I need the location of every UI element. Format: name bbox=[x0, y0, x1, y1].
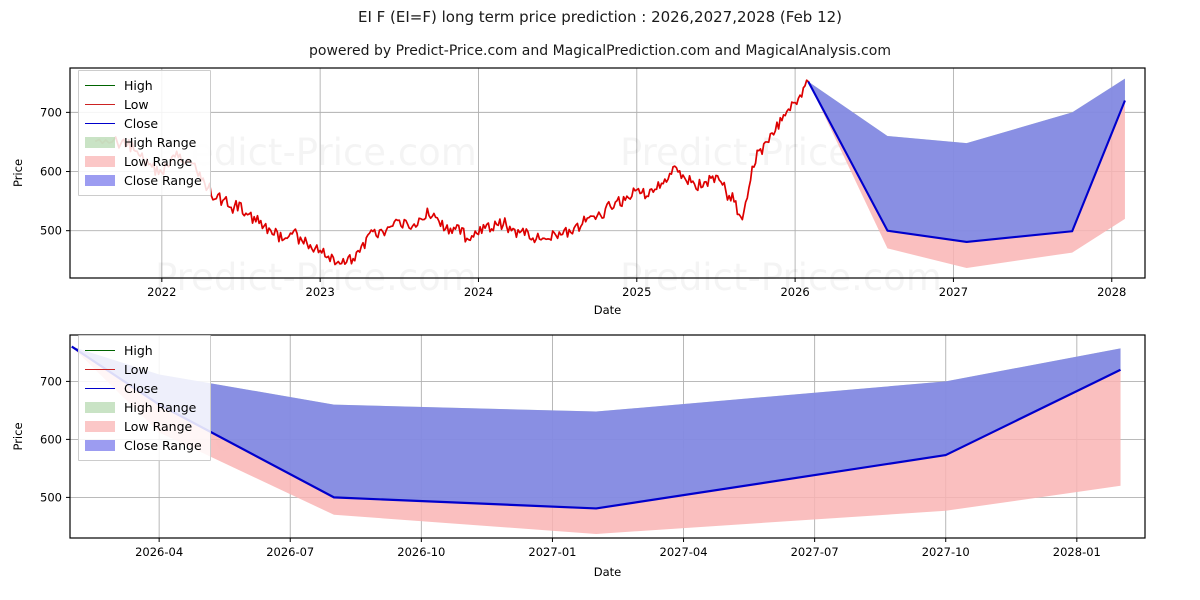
top-ytick-label-700: 700 bbox=[40, 105, 62, 119]
bottom-xtick-label-2027-07: 2027-07 bbox=[791, 545, 839, 559]
top-xtick-label-2028: 2028 bbox=[1097, 285, 1126, 299]
bottom-xtick-label-2028-01: 2028-01 bbox=[1053, 545, 1101, 559]
top-legend-swatch-3 bbox=[85, 136, 115, 149]
top-xtick-label-2024: 2024 bbox=[464, 285, 493, 299]
top-legend-mark-4 bbox=[85, 156, 115, 167]
bottom-legend-swatch-4 bbox=[85, 420, 115, 433]
bottom-legend-label-1: Low bbox=[124, 362, 149, 377]
bottom-chart-legend: High Low Close High Range Low Range Close Ran… bbox=[78, 335, 211, 461]
top-plot-group: Predict-Price.comPredict-Price.comPredic… bbox=[11, 67, 1146, 317]
top-legend-swatch-0 bbox=[85, 79, 115, 92]
top-xtick-label-2025: 2025 bbox=[622, 285, 651, 299]
bottom-legend-mark-2 bbox=[85, 388, 115, 389]
bottom-legend-swatch-3 bbox=[85, 401, 115, 414]
bottom-legend-item-low-range[interactable]: Low Range bbox=[85, 417, 202, 436]
bottom-legend-swatch-0 bbox=[85, 344, 115, 357]
top-ytick-label-500: 500 bbox=[40, 224, 62, 238]
bottom-legend-item-low[interactable]: Low bbox=[85, 360, 202, 379]
top-legend-swatch-2 bbox=[85, 117, 115, 130]
top-xtick-label-2022: 2022 bbox=[147, 285, 176, 299]
top-legend-label-5: Close Range bbox=[124, 173, 202, 188]
top-close-forecast-line bbox=[807, 81, 1126, 243]
bottom-xtick-label-2027-04: 2027-04 bbox=[660, 545, 708, 559]
bottom-xtick-label-2026-10: 2026-10 bbox=[397, 545, 445, 559]
bottom-yaxis-label: Price bbox=[11, 422, 25, 450]
top-legend-item-close[interactable]: Close bbox=[85, 114, 202, 133]
bottom-legend-mark-5 bbox=[85, 440, 115, 451]
bottom-legend-label-0: High bbox=[124, 343, 153, 358]
page-subtitle: powered by Predict-Price.com and Magical… bbox=[309, 43, 891, 59]
top-xtick-label-2027: 2027 bbox=[939, 285, 968, 299]
bottom-xaxis-label: Date bbox=[594, 565, 622, 579]
bottom-legend-mark-0 bbox=[85, 350, 115, 351]
bottom-plot-group: Predict-Price.comPredict-Price.com500600… bbox=[11, 334, 1146, 579]
top-legend-item-close-range[interactable]: Close Range bbox=[85, 171, 202, 190]
bottom-ytick-label-600: 600 bbox=[40, 432, 62, 446]
top-legend-item-high[interactable]: High bbox=[85, 76, 202, 95]
bottom-xtick-label-2026-04: 2026-04 bbox=[135, 545, 183, 559]
bottom-chart-panel: Predict-Price.comPredict-Price.com500600… bbox=[0, 320, 1200, 600]
top-legend-label-1: Low bbox=[124, 97, 149, 112]
top-ytick-label-600: 600 bbox=[40, 165, 62, 179]
bottom-legend-swatch-2 bbox=[85, 382, 115, 395]
bottom-legend-item-close[interactable]: Close bbox=[85, 379, 202, 398]
top-legend-mark-5 bbox=[85, 175, 115, 186]
bottom-legend-item-high-range[interactable]: High Range bbox=[85, 398, 202, 417]
bottom-low-range-band bbox=[71, 346, 1121, 534]
bottom-xtick-label-2027-01: 2027-01 bbox=[528, 545, 576, 559]
bottom-legend-mark-1 bbox=[85, 369, 115, 370]
top-legend-mark-1 bbox=[85, 104, 115, 105]
bottom-legend-label-2: Close bbox=[124, 381, 159, 396]
bottom-legend-mark-3 bbox=[85, 402, 115, 413]
top-close-range-band bbox=[808, 78, 1125, 242]
top-legend-label-3: High Range bbox=[124, 135, 197, 150]
top-xaxis-label: Date bbox=[594, 303, 622, 317]
top-legend-swatch-5 bbox=[85, 174, 115, 187]
page-title: EI F (EI=F) long term price prediction :… bbox=[357, 8, 843, 26]
top-legend-label-4: Low Range bbox=[124, 154, 193, 169]
bottom-legend-item-high[interactable]: High bbox=[85, 341, 202, 360]
top-axis-frame bbox=[69, 67, 1146, 279]
bottom-legend-label-3: High Range bbox=[124, 400, 197, 415]
bottom-chart-svg: Predict-Price.comPredict-Price.com500600… bbox=[11, 334, 1146, 579]
top-legend-swatch-1 bbox=[85, 98, 115, 111]
top-legend-mark-2 bbox=[85, 123, 115, 124]
bottom-legend-label-5: Close Range bbox=[124, 438, 202, 453]
top-legend-swatch-4 bbox=[85, 155, 115, 168]
bottom-legend-swatch-1 bbox=[85, 363, 115, 376]
top-chart-svg: Predict-Price.comPredict-Price.comPredic… bbox=[11, 67, 1146, 317]
top-low-history-line bbox=[95, 79, 810, 266]
top-xtick-label-2026: 2026 bbox=[780, 285, 809, 299]
bottom-legend-item-close-range[interactable]: Close Range bbox=[85, 436, 202, 455]
top-legend-label-0: High bbox=[124, 78, 153, 93]
top-legend-item-low-range[interactable]: Low Range bbox=[85, 152, 202, 171]
top-legend-label-2: Close bbox=[124, 116, 159, 131]
bottom-legend-label-4: Low Range bbox=[124, 419, 193, 434]
bottom-ytick-label-700: 700 bbox=[40, 374, 62, 388]
top-legend-mark-0 bbox=[85, 85, 115, 86]
top-legend-item-low[interactable]: Low bbox=[85, 95, 202, 114]
bottom-xtick-label-2026-07: 2026-07 bbox=[266, 545, 314, 559]
top-chart-legend: High Low Close High Range Low Range Close Ran… bbox=[78, 70, 211, 196]
bottom-legend-swatch-5 bbox=[85, 439, 115, 452]
bottom-xtick-label-2027-10: 2027-10 bbox=[922, 545, 970, 559]
bottom-legend-mark-4 bbox=[85, 421, 115, 432]
top-legend-mark-3 bbox=[85, 137, 115, 148]
top-legend-item-high-range[interactable]: High Range bbox=[85, 133, 202, 152]
top-xtick-label-2023: 2023 bbox=[306, 285, 335, 299]
top-chart-panel: Predict-Price.comPredict-Price.comPredic… bbox=[11, 67, 1146, 317]
bottom-ytick-label-500: 500 bbox=[40, 490, 62, 504]
bottom-axis-frame bbox=[69, 334, 1146, 539]
top-yaxis-label: Price bbox=[11, 159, 25, 187]
